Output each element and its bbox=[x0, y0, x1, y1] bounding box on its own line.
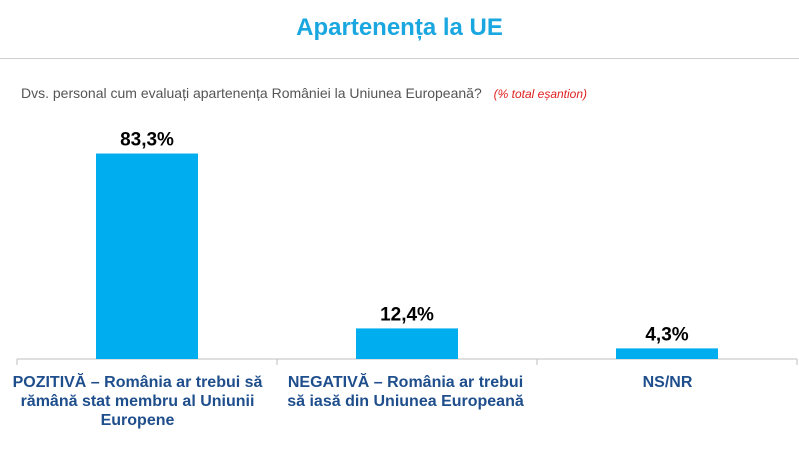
data-label-1: 12,4% bbox=[380, 304, 434, 325]
data-label-0: 83,3% bbox=[120, 130, 174, 151]
bar-1 bbox=[356, 328, 458, 359]
category-label-positive: POZITIVĂ – România ar trebui să rămână s… bbox=[12, 374, 263, 429]
bar-2 bbox=[616, 348, 718, 359]
title-divider bbox=[0, 58, 799, 59]
category-label-negative: NEGATIVĂ – România ar trebui să iasă din… bbox=[287, 374, 524, 410]
bar-0 bbox=[96, 153, 198, 359]
data-label-2: 4,3% bbox=[645, 324, 688, 345]
question-line: Dvs. personal cum evaluați apartenența R… bbox=[21, 85, 587, 101]
page-title: Apartenența la UE bbox=[296, 14, 503, 41]
category-label-nsnr: NS/NR bbox=[642, 374, 693, 391]
sample-note: (% total eșantion) bbox=[493, 87, 588, 101]
question-text: Dvs. personal cum evaluați apartenența R… bbox=[21, 85, 482, 101]
